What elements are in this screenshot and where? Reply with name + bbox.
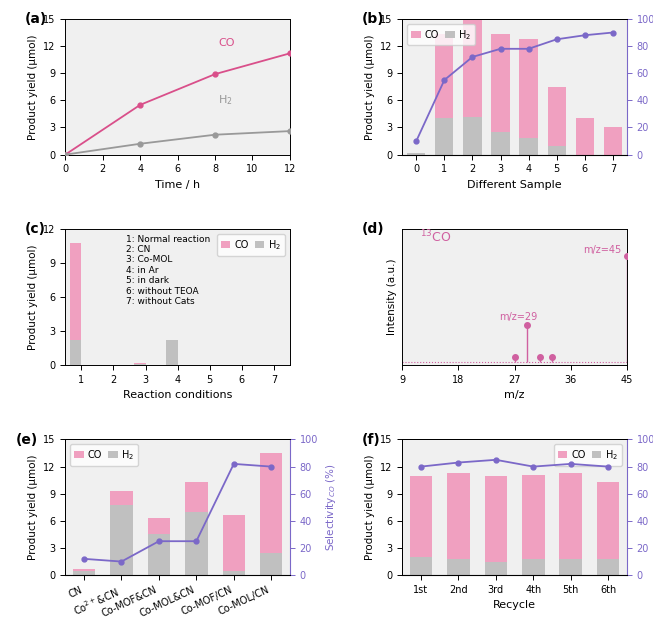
Bar	[223, 514, 245, 571]
Bar	[409, 476, 432, 557]
Bar	[70, 243, 82, 340]
Bar	[520, 138, 537, 155]
X-axis label: Time / h: Time / h	[155, 180, 200, 190]
Bar	[70, 340, 82, 365]
Y-axis label: Product yield (μmol): Product yield (μmol)	[27, 454, 38, 560]
Bar	[110, 491, 133, 504]
Bar	[548, 145, 565, 155]
Text: $^{13}$CO: $^{13}$CO	[421, 229, 452, 246]
Bar	[135, 363, 146, 364]
Bar	[167, 340, 178, 365]
Bar	[522, 475, 545, 559]
Y-axis label: Product yield (μmol): Product yield (μmol)	[364, 34, 375, 140]
Bar	[407, 153, 425, 155]
Y-axis label: Product yield (μmol): Product yield (μmol)	[27, 34, 38, 140]
Bar	[409, 557, 432, 575]
Bar	[548, 87, 565, 145]
Bar	[110, 504, 133, 575]
Bar	[447, 473, 470, 559]
Bar	[560, 473, 582, 559]
Bar	[492, 34, 509, 132]
Text: (f): (f)	[362, 433, 381, 447]
Bar	[464, 4, 481, 117]
X-axis label: m/z: m/z	[504, 390, 525, 400]
Legend: CO, H$_2$: CO, H$_2$	[407, 24, 475, 46]
Bar	[604, 128, 622, 155]
Bar	[464, 117, 481, 155]
Bar	[492, 132, 509, 155]
Text: CO: CO	[218, 38, 234, 48]
Legend: CO, H$_2$: CO, H$_2$	[70, 444, 138, 466]
Bar	[485, 562, 507, 575]
Bar	[447, 559, 470, 575]
Bar	[185, 512, 208, 575]
Text: (c): (c)	[25, 222, 46, 236]
Legend: CO, H$_2$: CO, H$_2$	[554, 444, 622, 466]
X-axis label: Different Sample: Different Sample	[468, 180, 562, 190]
Text: (e): (e)	[16, 433, 38, 447]
Text: m/z=29: m/z=29	[499, 312, 537, 322]
Bar	[72, 569, 95, 571]
Bar	[185, 482, 208, 512]
Bar	[520, 39, 537, 138]
Bar	[436, 34, 453, 118]
Bar	[560, 559, 582, 575]
Bar	[260, 453, 283, 552]
Text: H$_2$: H$_2$	[218, 93, 232, 107]
Text: (b): (b)	[362, 12, 385, 26]
X-axis label: Recycle: Recycle	[493, 600, 536, 611]
Bar	[148, 518, 170, 535]
Bar	[576, 118, 594, 155]
Y-axis label: Selectivity$_{CO}$ (%): Selectivity$_{CO}$ (%)	[324, 463, 338, 551]
Text: (d): (d)	[362, 222, 385, 236]
Bar	[436, 118, 453, 155]
Y-axis label: Product yield (μmol): Product yield (μmol)	[364, 454, 375, 560]
Text: (a): (a)	[25, 12, 47, 26]
Bar	[72, 571, 95, 575]
Text: 1: Normal reaction
2: CN
3: Co-MOL
4: in Ar
5: in dark
6: without TEOA
7: withou: 1: Normal reaction 2: CN 3: Co-MOL 4: in…	[126, 234, 210, 306]
Bar	[597, 482, 620, 559]
Bar	[223, 571, 245, 575]
Bar	[148, 535, 170, 575]
Bar	[485, 476, 507, 562]
Bar	[597, 559, 620, 575]
Y-axis label: Product yield (μmol): Product yield (μmol)	[27, 245, 38, 349]
Bar	[260, 552, 283, 575]
Bar	[522, 559, 545, 575]
Legend: CO, H$_2$: CO, H$_2$	[217, 234, 285, 256]
Bar	[135, 364, 146, 365]
X-axis label: Reaction conditions: Reaction conditions	[123, 390, 232, 400]
Y-axis label: Intensity (a.u.): Intensity (a.u.)	[387, 258, 396, 336]
Text: m/z=45: m/z=45	[583, 245, 622, 255]
